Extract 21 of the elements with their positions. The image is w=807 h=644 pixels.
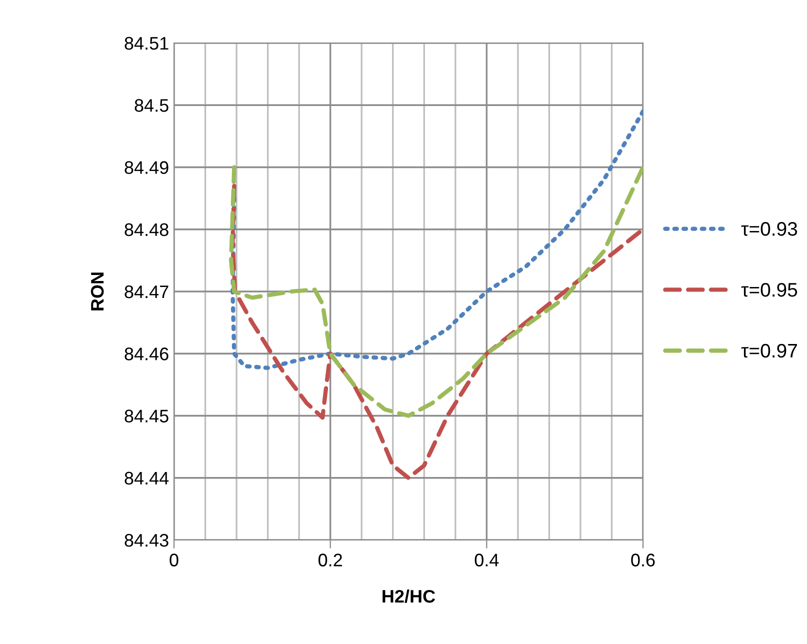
y-tick-label: 84.47	[124, 285, 168, 298]
y-axis-title: RON	[90, 272, 104, 310]
legend-label: τ=0.95	[741, 282, 798, 297]
y-tick-label: 84.5	[134, 99, 168, 112]
legend-label: τ=0.93	[741, 222, 798, 236]
y-tick-label: 84.51	[124, 36, 168, 50]
y-tick-label: 84.45	[124, 410, 168, 422]
y-tick-label: 84.48	[124, 223, 168, 236]
line-series	[228, 165, 643, 418]
line-series	[230, 109, 643, 370]
x-tick-label: 0.4	[474, 554, 499, 566]
x-axis-title: H2/HC	[382, 589, 436, 603]
x-tick-label: 0	[170, 554, 178, 566]
legend-label: τ=0.97	[741, 344, 797, 358]
y-tick-label: 84.43	[124, 534, 168, 547]
x-tick-label: 0.2	[318, 554, 342, 566]
x-tick-label: 0.6	[631, 554, 655, 566]
y-tick-label: 84.49	[124, 161, 168, 174]
y-tick-label: 84.44	[124, 472, 169, 485]
y-tick-label: 84.46	[124, 348, 168, 360]
line-series	[230, 184, 643, 480]
